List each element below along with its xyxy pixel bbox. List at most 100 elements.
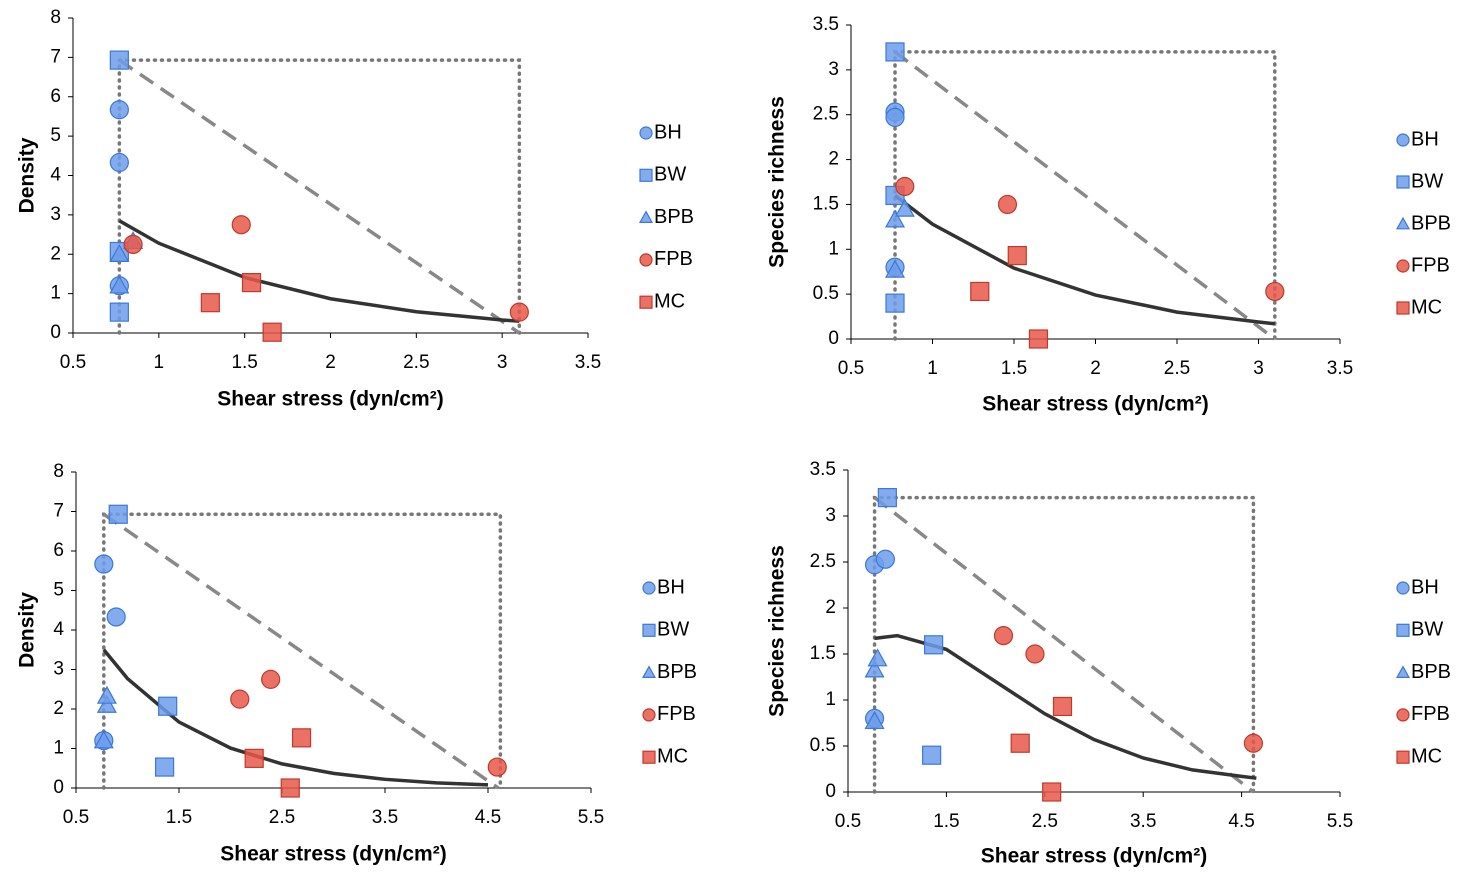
y-tick-label: 5	[50, 125, 61, 146]
point	[487, 757, 507, 777]
legend-marker	[1396, 133, 1410, 147]
legend-marker	[1395, 665, 1411, 679]
y-tick-label: 1.5	[810, 643, 836, 664]
point	[864, 659, 885, 678]
x-tick-label: 0.5	[60, 352, 86, 373]
point	[924, 635, 944, 655]
y-tick-label: 3	[825, 505, 836, 526]
point	[884, 209, 906, 228]
legend-label: BH	[1411, 128, 1439, 150]
y-tick-label: 2	[50, 243, 61, 264]
legend-marker	[639, 168, 653, 182]
legend-marker	[1396, 623, 1410, 637]
point	[894, 198, 915, 217]
point	[158, 696, 178, 716]
point	[885, 107, 905, 128]
y-tick-label: 6	[53, 540, 64, 561]
point	[867, 648, 888, 667]
legend-marker	[1396, 175, 1410, 189]
x-tick-label: 3.5	[575, 352, 601, 373]
y-tick-label: 4	[50, 165, 61, 186]
point	[885, 293, 905, 313]
point	[109, 244, 130, 263]
y-tick-label: 0	[825, 781, 836, 802]
y-tick-label: 2	[53, 698, 64, 719]
x-tick-label: 5.5	[1327, 811, 1353, 832]
point	[1007, 245, 1027, 266]
point	[261, 669, 281, 689]
legend-label: FPB	[1411, 703, 1450, 725]
envelope-line	[893, 50, 1277, 341]
legend-label: MC	[1411, 745, 1442, 767]
y-tick-label: 0	[50, 322, 61, 343]
x-tick-label: 2.5	[1032, 811, 1058, 832]
point	[231, 215, 251, 235]
y-tick-label: 2.5	[813, 104, 839, 125]
point	[123, 234, 143, 255]
point	[997, 194, 1018, 215]
legend-label: BPB	[1411, 661, 1451, 683]
x-tick-label: 1.5	[231, 352, 257, 373]
x-tick-label: 3	[497, 352, 508, 373]
point	[280, 778, 300, 798]
point	[109, 50, 129, 70]
y-tick-label: 5	[53, 580, 64, 601]
legend-marker	[639, 126, 653, 140]
fit-curve	[102, 648, 489, 787]
legend-label: BW	[1411, 619, 1443, 641]
legend-label: BH	[657, 576, 685, 598]
y-tick-label: 3.5	[810, 459, 836, 480]
y-tick-label: 3	[50, 204, 61, 225]
point	[922, 745, 942, 765]
point	[109, 275, 130, 294]
legend-marker	[1396, 708, 1410, 722]
legend-marker	[1396, 750, 1410, 764]
x-tick-label: 4.5	[1228, 811, 1254, 832]
boundary-line	[118, 58, 521, 335]
legend-label: BH	[1411, 576, 1439, 598]
point	[1042, 782, 1062, 802]
point	[509, 302, 529, 322]
legend-label: BPB	[657, 661, 697, 683]
x-tick-label: 3.5	[1130, 811, 1156, 832]
point	[1052, 696, 1073, 717]
legend-label: BW	[1411, 170, 1443, 192]
legend-label: MC	[657, 745, 688, 767]
point	[241, 273, 262, 293]
point	[875, 549, 895, 569]
y-tick-label: 2	[825, 597, 836, 618]
x-tick-label: 1	[154, 352, 165, 373]
y-tick-label: 8	[53, 461, 64, 482]
y-tick-label: 6	[50, 86, 61, 107]
x-axis-label: Shear stress (dyn/cm²)	[981, 845, 1207, 868]
x-tick-label: 0.5	[835, 811, 861, 832]
legend-label: BPB	[654, 206, 694, 228]
point	[895, 176, 915, 197]
point	[1243, 733, 1264, 753]
x-tick-label: 1.5	[1001, 358, 1027, 379]
x-tick-label: 0.5	[838, 358, 864, 379]
y-axis-label: Density	[16, 137, 39, 213]
point	[970, 281, 990, 302]
point	[291, 728, 312, 748]
legend-marker	[642, 750, 656, 764]
legend-label: MC	[1411, 296, 1442, 318]
point	[200, 293, 220, 313]
point	[1025, 644, 1045, 664]
boundary-line	[873, 496, 1255, 794]
x-tick-label: 1.5	[933, 811, 959, 832]
x-tick-label: 5.5	[578, 807, 604, 828]
x-tick-label: 1.5	[166, 807, 192, 828]
legend-marker	[1396, 301, 1410, 315]
legend-label: BH	[654, 121, 682, 143]
y-axis-label: Species richness	[766, 96, 789, 268]
point	[993, 625, 1014, 646]
y-tick-label: 1	[828, 238, 839, 259]
y-tick-label: 1	[825, 689, 836, 710]
point	[106, 607, 126, 627]
legend-label: BPB	[1411, 212, 1451, 234]
y-tick-label: 2.5	[810, 551, 836, 572]
legend-label: FPB	[1411, 254, 1450, 276]
point	[1010, 733, 1030, 753]
